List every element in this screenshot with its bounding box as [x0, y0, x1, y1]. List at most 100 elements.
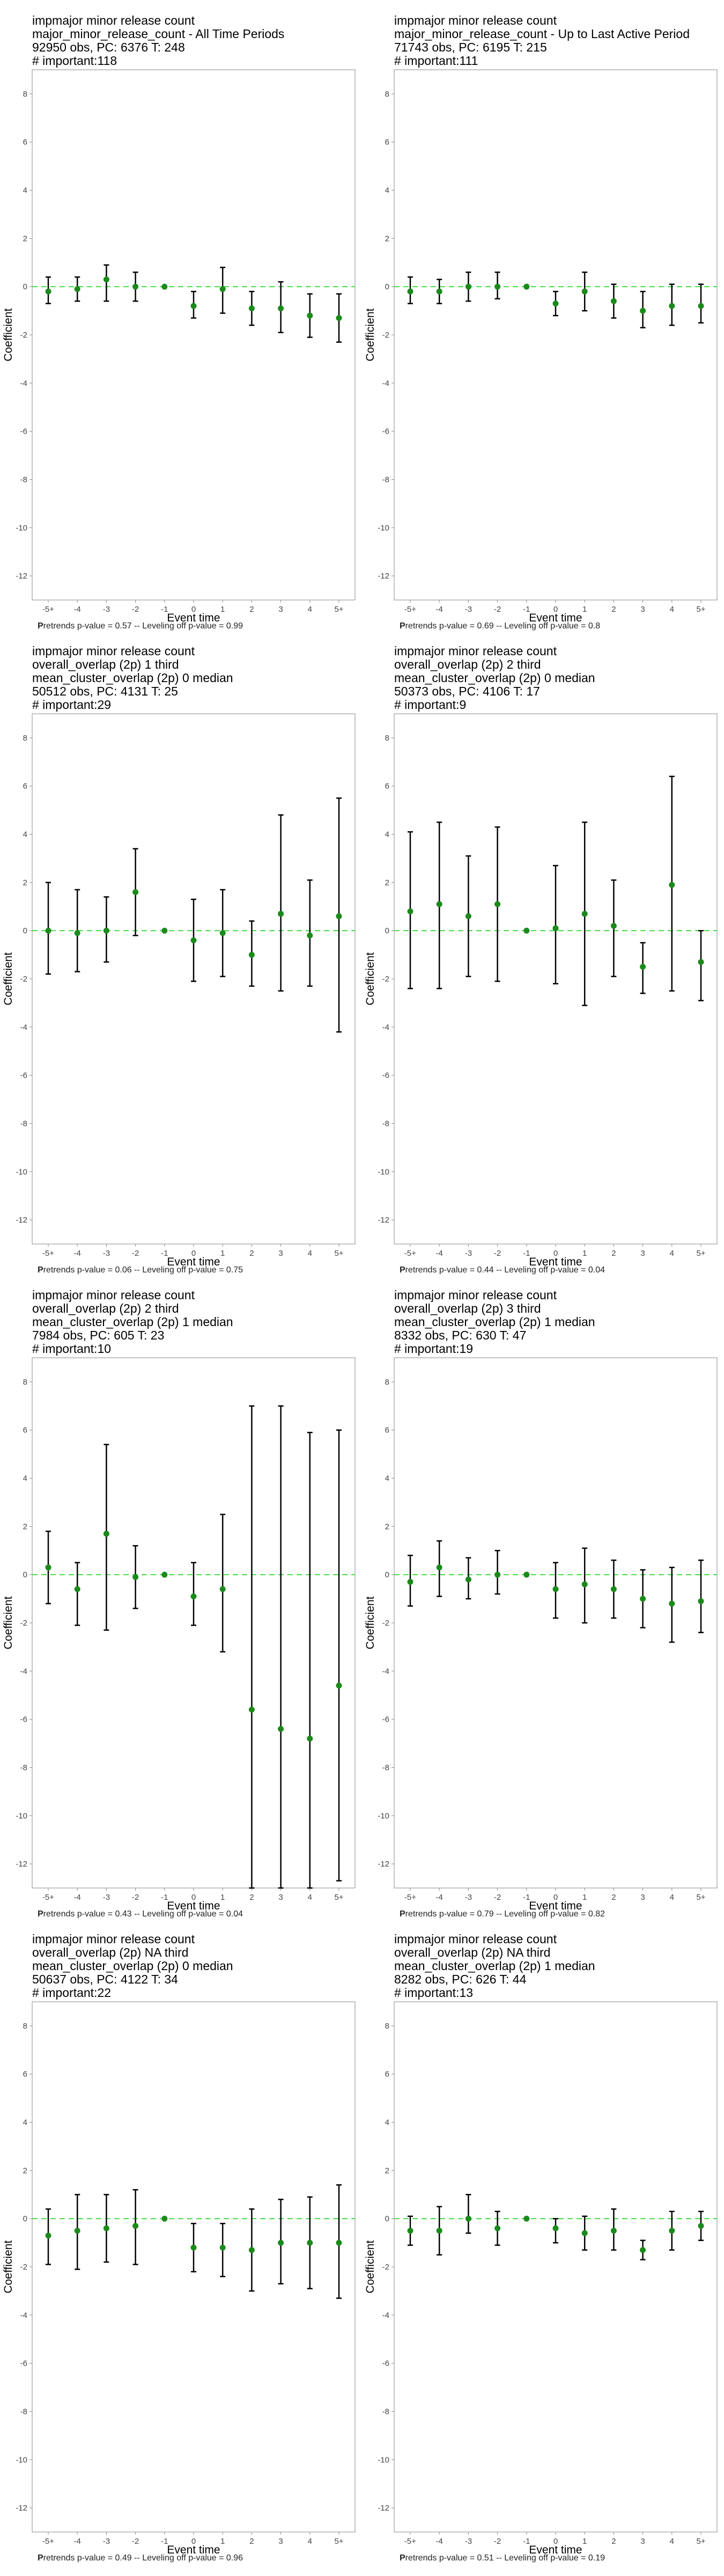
data-point — [103, 927, 109, 934]
footer-initial: P — [400, 1265, 405, 1275]
y-tick-label: -8 — [382, 1763, 389, 1772]
chart-title-line: overall_overlap (2p) 3 third — [394, 1301, 541, 1315]
data-point — [436, 901, 442, 908]
x-tick-label: -5+ — [404, 2537, 416, 2546]
data-point — [640, 308, 646, 314]
data-point — [610, 923, 617, 929]
footer-text: retrends p-value = 0.06 -- Leveling off … — [43, 1265, 243, 1275]
y-tick-label: 4 — [385, 2118, 389, 2127]
y-tick-label: -2 — [382, 975, 389, 984]
data-point — [45, 288, 51, 295]
x-axis-label: Event time — [529, 2544, 582, 2556]
y-tick-label: -2 — [20, 331, 27, 340]
x-tick-label: 3 — [278, 605, 283, 614]
data-point — [407, 2228, 413, 2234]
x-tick-label: -1 — [161, 2537, 168, 2546]
x-tick-label: 1 — [582, 1893, 587, 1902]
y-axis-label: Coefficient — [2, 1596, 14, 1649]
y-tick-label: -6 — [382, 2359, 389, 2368]
data-point — [581, 288, 588, 295]
x-tick-label: -5+ — [42, 605, 54, 614]
chart-title-line: # important:29 — [32, 698, 112, 712]
chart-panel: impmajor minor release count overall_over… — [362, 1288, 724, 1932]
data-point — [610, 2228, 617, 2234]
data-point — [278, 1726, 284, 1732]
x-tick-label: -2 — [494, 605, 501, 614]
data-point — [74, 2228, 80, 2234]
data-point — [307, 2240, 313, 2246]
chart-title-line: # important:13 — [394, 1986, 474, 2000]
x-tick-label: -4 — [436, 605, 443, 614]
y-tick-label: 0 — [23, 1570, 27, 1579]
y-axis-label: Coefficient — [2, 952, 14, 1005]
chart-title-line: overall_overlap (2p) 2 third — [32, 1301, 179, 1315]
data-point — [465, 2215, 471, 2222]
data-point — [436, 1564, 442, 1571]
y-tick-label: 0 — [385, 282, 389, 291]
data-point — [610, 1586, 617, 1592]
x-axis-label: Event time — [529, 612, 582, 624]
x-axis-label: Event time — [529, 1900, 582, 1912]
data-point — [219, 286, 226, 292]
x-tick-label: 4 — [308, 1893, 312, 1902]
x-tick-label: 2 — [249, 2537, 254, 2546]
data-point — [698, 1598, 704, 1605]
y-tick-label: -8 — [382, 475, 389, 484]
chart-panel: impmajor minor release count overall_over… — [0, 1932, 362, 2576]
y-tick-label: -2 — [20, 2263, 27, 2272]
x-tick-label: 2 — [249, 1249, 254, 1258]
chart-title-line: overall_overlap (2p) NA third — [32, 1945, 189, 1959]
y-tick-label: 2 — [385, 878, 389, 887]
chart-title-line: overall_overlap (2p) 2 third — [394, 657, 541, 671]
x-tick-label: 5+ — [696, 605, 705, 614]
chart-title-line: mean_cluster_overlap (2p) 1 median — [394, 1315, 595, 1329]
data-point — [219, 2244, 226, 2251]
chart-title-line: 50373 obs, PC: 4106 T: 17 — [394, 684, 540, 698]
x-tick-label: -4 — [74, 2537, 81, 2546]
y-tick-label: 4 — [385, 830, 389, 839]
chart-title-line: mean_cluster_overlap (2p) 0 median — [394, 671, 595, 685]
x-tick-label: -2 — [132, 1893, 139, 1902]
data-point — [161, 283, 168, 290]
chart-footer: Pretrends p-value = 0.79 -- Leveling off… — [400, 1909, 605, 1919]
y-tick-label: 6 — [23, 2070, 27, 2079]
y-tick-label: -2 — [20, 1619, 27, 1628]
x-tick-label: 2 — [611, 1893, 616, 1902]
chart-title-line: # important:118 — [32, 54, 117, 68]
x-tick-label: 5+ — [696, 2537, 705, 2546]
x-tick-label: 0 — [191, 1249, 196, 1258]
x-tick-label: 0 — [553, 1893, 558, 1902]
y-tick-label: 2 — [23, 1522, 27, 1531]
data-point — [640, 1596, 646, 1602]
y-tick-label: -8 — [20, 1119, 27, 1128]
data-point — [190, 937, 197, 943]
y-tick-label: -6 — [20, 1715, 27, 1724]
data-point — [278, 2240, 284, 2246]
x-tick-label: 2 — [249, 1893, 254, 1902]
data-point — [74, 286, 80, 292]
x-tick-label: -1 — [161, 1249, 168, 1258]
x-tick-label: -4 — [74, 605, 81, 614]
chart-title-line: 71743 obs, PC: 6195 T: 215 — [394, 40, 547, 54]
data-point — [523, 2215, 530, 2222]
chart-title-line: # important:10 — [32, 1342, 112, 1356]
x-tick-label: 3 — [640, 605, 645, 614]
data-point — [698, 303, 704, 309]
y-tick-label: 8 — [23, 1378, 27, 1387]
y-tick-label: -6 — [20, 1071, 27, 1080]
data-point — [494, 1571, 501, 1578]
x-tick-label: 2 — [249, 605, 254, 614]
data-point — [669, 2228, 675, 2234]
x-tick-label: 3 — [640, 1893, 645, 1902]
y-tick-label: -6 — [20, 427, 27, 436]
x-tick-label: -2 — [494, 2537, 501, 2546]
chart-footer: Pretrends p-value = 0.43 -- Leveling off… — [38, 1909, 243, 1919]
x-tick-label: 5+ — [334, 1249, 343, 1258]
data-point — [248, 952, 255, 958]
y-tick-label: -6 — [382, 1071, 389, 1080]
x-tick-label: 0 — [553, 1249, 558, 1258]
x-tick-label: 1 — [220, 605, 225, 614]
